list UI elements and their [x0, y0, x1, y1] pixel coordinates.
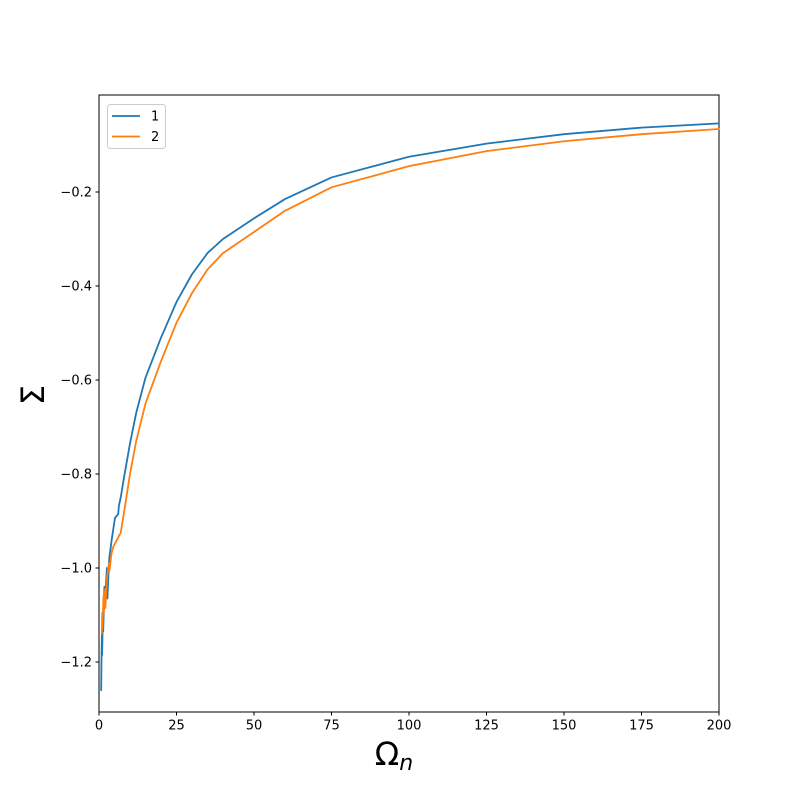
y-tick-label: −0.2	[60, 186, 92, 201]
legend: 1 2	[107, 104, 166, 149]
series-lines	[100, 122, 720, 692]
x-tick-label: 0	[95, 719, 103, 734]
y-axis-ticks: −0.2 −0.4 −0.6 −0.8 −1.0 −1.2	[60, 186, 99, 670]
y-tick-label: −1.2	[60, 655, 92, 670]
x-tick-label: 150	[552, 719, 577, 734]
x-axis-label-base: Ω	[375, 735, 399, 773]
y-axis-label: Σ	[14, 385, 52, 405]
x-tick-label: 50	[246, 719, 263, 734]
y-tick-label: −0.6	[60, 374, 92, 389]
legend-label-series-2: 2	[151, 130, 159, 145]
x-tick-label: 100	[397, 719, 422, 734]
x-tick-label: 175	[629, 719, 654, 734]
y-tick-label: −1.0	[60, 561, 92, 576]
x-tick-label: 25	[168, 719, 185, 734]
plot-area	[98, 94, 720, 713]
y-tick-label: −0.8	[60, 467, 92, 482]
x-axis-label: Ωn	[375, 735, 413, 776]
x-tick-label: 75	[323, 719, 340, 734]
x-tick-label: 125	[474, 719, 499, 734]
x-axis-ticks: 0 25 50 75 100 125 150 175 200	[95, 712, 732, 734]
y-tick-label: −0.4	[60, 280, 92, 295]
x-axis-label-subscript: n	[399, 751, 413, 776]
series-line-1	[100, 122, 720, 692]
series-line-2	[100, 128, 720, 635]
legend-label-series-1: 1	[151, 110, 159, 125]
x-tick-label: 200	[707, 719, 732, 734]
